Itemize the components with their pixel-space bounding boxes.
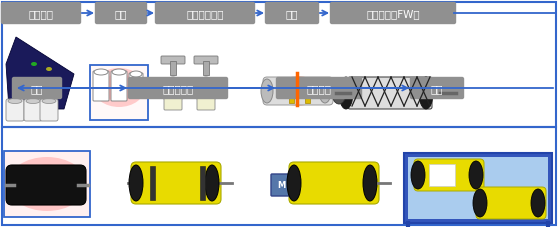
FancyBboxPatch shape [289, 80, 294, 104]
Text: 安装气阀: 安装气阀 [306, 84, 331, 94]
Polygon shape [6, 38, 74, 109]
FancyBboxPatch shape [111, 72, 127, 101]
FancyBboxPatch shape [161, 57, 185, 65]
FancyBboxPatch shape [170, 62, 176, 76]
FancyBboxPatch shape [156, 3, 254, 24]
Ellipse shape [93, 69, 145, 108]
Text: 检查: 检查 [431, 84, 443, 94]
FancyBboxPatch shape [411, 78, 464, 99]
Ellipse shape [332, 83, 346, 105]
Text: 树脂模塑: 树脂模塑 [28, 9, 54, 19]
FancyBboxPatch shape [131, 162, 221, 204]
Ellipse shape [26, 78, 32, 82]
FancyBboxPatch shape [277, 78, 362, 99]
FancyBboxPatch shape [271, 174, 291, 196]
Ellipse shape [31, 63, 37, 67]
FancyBboxPatch shape [414, 159, 484, 191]
FancyBboxPatch shape [429, 164, 455, 186]
FancyBboxPatch shape [4, 151, 90, 217]
Ellipse shape [339, 78, 353, 109]
FancyBboxPatch shape [404, 153, 552, 223]
Text: 焊接: 焊接 [286, 9, 298, 19]
FancyBboxPatch shape [90, 66, 148, 121]
FancyBboxPatch shape [263, 78, 333, 106]
Text: 固化: 固化 [31, 84, 44, 94]
FancyBboxPatch shape [330, 3, 455, 24]
FancyBboxPatch shape [408, 157, 548, 219]
Text: 纤维缠绕（FW）: 纤维缠绕（FW） [366, 9, 420, 19]
Ellipse shape [7, 157, 86, 211]
FancyBboxPatch shape [93, 72, 109, 101]
FancyBboxPatch shape [197, 99, 215, 111]
FancyBboxPatch shape [203, 62, 209, 76]
Ellipse shape [261, 80, 273, 104]
Ellipse shape [278, 77, 318, 106]
Ellipse shape [109, 81, 129, 96]
Text: 冷却: 冷却 [115, 9, 127, 19]
Ellipse shape [129, 165, 143, 201]
Ellipse shape [130, 72, 142, 78]
FancyBboxPatch shape [200, 166, 205, 200]
Ellipse shape [42, 99, 56, 104]
Ellipse shape [163, 78, 183, 108]
Ellipse shape [531, 189, 545, 217]
Ellipse shape [469, 161, 483, 189]
FancyBboxPatch shape [476, 187, 546, 219]
Ellipse shape [205, 165, 219, 201]
Ellipse shape [473, 189, 487, 217]
Text: M: M [277, 181, 285, 190]
Ellipse shape [411, 161, 425, 189]
FancyBboxPatch shape [6, 100, 24, 121]
Ellipse shape [319, 80, 331, 104]
Ellipse shape [46, 68, 52, 72]
FancyBboxPatch shape [305, 80, 310, 104]
Ellipse shape [30, 172, 65, 196]
FancyBboxPatch shape [348, 78, 432, 109]
FancyBboxPatch shape [164, 99, 182, 111]
Ellipse shape [112, 70, 126, 76]
FancyBboxPatch shape [2, 3, 80, 24]
FancyBboxPatch shape [266, 3, 319, 24]
FancyBboxPatch shape [95, 3, 147, 24]
Text: 安装凸台压件: 安装凸台压件 [186, 9, 224, 19]
Ellipse shape [8, 99, 22, 104]
FancyBboxPatch shape [194, 57, 218, 65]
Ellipse shape [39, 83, 45, 87]
Ellipse shape [196, 78, 216, 108]
Ellipse shape [287, 165, 301, 201]
Ellipse shape [419, 78, 433, 109]
FancyBboxPatch shape [6, 165, 86, 205]
FancyBboxPatch shape [289, 162, 379, 204]
Ellipse shape [363, 165, 377, 201]
Ellipse shape [26, 99, 40, 104]
Ellipse shape [284, 81, 312, 102]
Ellipse shape [290, 86, 306, 98]
FancyBboxPatch shape [129, 74, 143, 98]
Text: 安装保护壳: 安装保护壳 [162, 84, 194, 94]
Ellipse shape [18, 165, 75, 204]
FancyBboxPatch shape [128, 78, 228, 99]
FancyBboxPatch shape [24, 100, 42, 121]
Ellipse shape [94, 70, 108, 76]
FancyBboxPatch shape [40, 100, 58, 121]
FancyBboxPatch shape [150, 166, 155, 200]
Ellipse shape [101, 75, 137, 101]
FancyBboxPatch shape [12, 78, 61, 99]
